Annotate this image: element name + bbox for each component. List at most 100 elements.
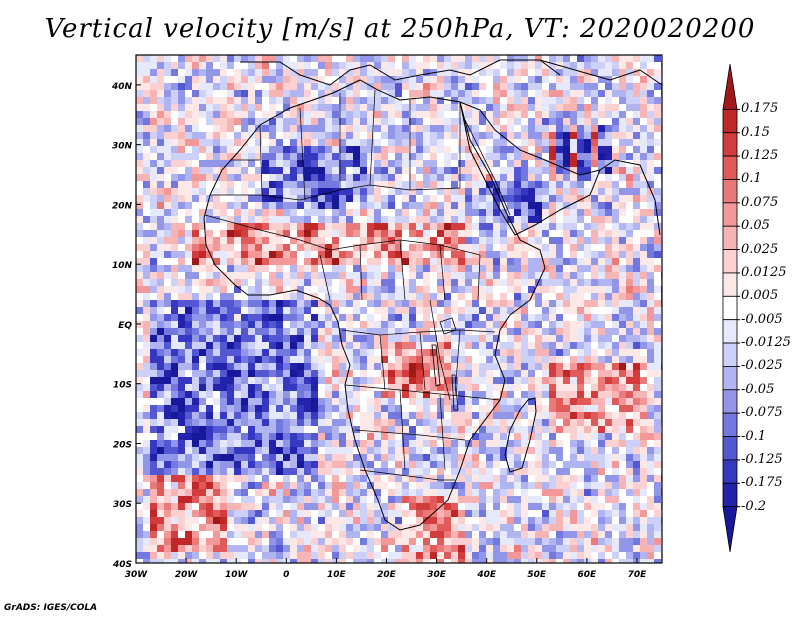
- field-cell: [521, 132, 529, 140]
- field-cell: [528, 237, 536, 245]
- field-cell: [311, 195, 319, 203]
- field-cell: [339, 398, 347, 406]
- field-cell: [584, 90, 592, 98]
- field-cell: [647, 370, 655, 378]
- field-cell: [269, 293, 277, 301]
- field-cell: [178, 307, 186, 315]
- field-cell: [521, 349, 529, 357]
- field-cell: [626, 97, 634, 105]
- field-cell: [570, 384, 578, 392]
- field-cell: [290, 412, 298, 420]
- field-cell: [626, 426, 634, 434]
- field-cell: [444, 132, 452, 140]
- field-cell: [318, 370, 326, 378]
- field-cell: [479, 216, 487, 224]
- field-cell: [584, 503, 592, 511]
- field-cell: [185, 69, 193, 77]
- field-cell: [213, 153, 221, 161]
- field-cell: [549, 440, 557, 448]
- field-cell: [262, 342, 270, 350]
- field-cell: [269, 398, 277, 406]
- field-cell: [647, 482, 655, 490]
- field-cell: [479, 468, 487, 476]
- field-cell: [416, 167, 424, 175]
- field-cell: [451, 62, 459, 70]
- field-cell: [178, 510, 186, 518]
- field-cell: [248, 391, 256, 399]
- field-cell: [465, 97, 473, 105]
- field-cell: [444, 153, 452, 161]
- field-cell: [605, 181, 613, 189]
- field-cell: [493, 125, 501, 133]
- field-cell: [528, 370, 536, 378]
- field-cell: [395, 76, 403, 84]
- field-cell: [465, 405, 473, 413]
- field-cell: [416, 447, 424, 455]
- field-cell: [542, 496, 550, 504]
- field-cell: [388, 503, 396, 511]
- field-cell: [346, 55, 354, 63]
- field-cell: [563, 335, 571, 343]
- field-cell: [542, 181, 550, 189]
- field-cell: [143, 314, 151, 322]
- field-cell: [493, 258, 501, 266]
- field-cell: [647, 111, 655, 119]
- field-cell: [248, 293, 256, 301]
- field-cell: [367, 279, 375, 287]
- field-cell: [241, 349, 249, 357]
- field-cell: [458, 55, 466, 63]
- field-cell: [276, 468, 284, 476]
- field-cell: [402, 286, 410, 294]
- field-cell: [493, 251, 501, 259]
- field-cell: [213, 412, 221, 420]
- field-cell: [640, 440, 648, 448]
- field-cell: [297, 363, 305, 371]
- field-cell: [640, 328, 648, 336]
- field-cell: [318, 153, 326, 161]
- field-cell: [500, 160, 508, 168]
- field-cell: [290, 475, 298, 483]
- field-cell: [185, 181, 193, 189]
- field-cell: [647, 62, 655, 70]
- field-cell: [311, 111, 319, 119]
- field-cell: [150, 90, 158, 98]
- field-cell: [598, 230, 606, 238]
- field-cell: [381, 279, 389, 287]
- field-cell: [199, 132, 207, 140]
- field-cell: [626, 279, 634, 287]
- field-cell: [577, 426, 585, 434]
- field-cell: [171, 426, 179, 434]
- field-cell: [367, 328, 375, 336]
- field-cell: [262, 412, 270, 420]
- field-cell: [318, 391, 326, 399]
- field-cell: [367, 251, 375, 259]
- field-cell: [241, 202, 249, 210]
- field-cell: [563, 328, 571, 336]
- field-cell: [598, 139, 606, 147]
- field-cell: [143, 503, 151, 511]
- field-cell: [136, 216, 144, 224]
- field-cell: [297, 83, 305, 91]
- field-cell: [556, 475, 564, 483]
- field-cell: [535, 391, 543, 399]
- field-cell: [612, 328, 620, 336]
- field-cell: [171, 230, 179, 238]
- field-cell: [654, 76, 662, 84]
- field-cell: [605, 146, 613, 154]
- field-cell: [206, 55, 214, 63]
- field-cell: [528, 391, 536, 399]
- field-cell: [283, 223, 291, 231]
- field-cell: [654, 209, 662, 217]
- field-cell: [311, 272, 319, 280]
- field-cell: [388, 426, 396, 434]
- field-cell: [479, 195, 487, 203]
- field-cell: [605, 62, 613, 70]
- field-cell: [626, 181, 634, 189]
- field-cell: [556, 496, 564, 504]
- field-cell: [171, 391, 179, 399]
- field-cell: [542, 440, 550, 448]
- field-cell: [444, 265, 452, 273]
- field-cell: [318, 174, 326, 182]
- field-cell: [157, 300, 165, 308]
- field-cell: [325, 153, 333, 161]
